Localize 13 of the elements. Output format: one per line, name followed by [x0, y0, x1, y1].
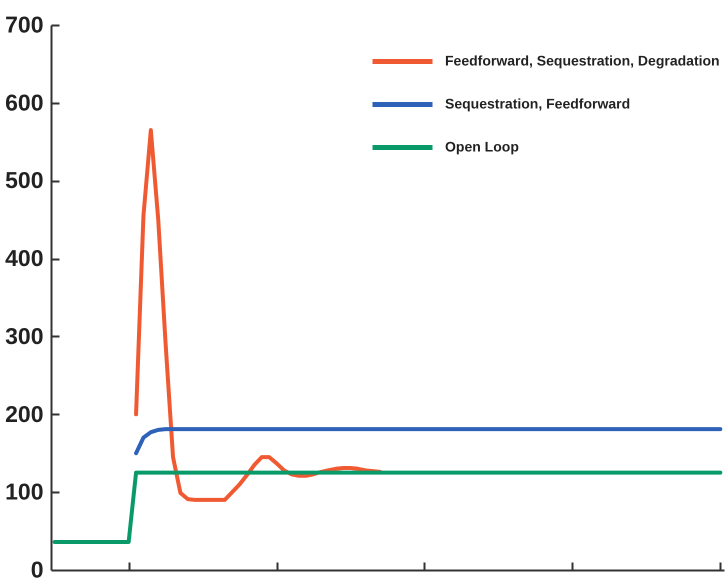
legend-label: Open Loop — [445, 138, 519, 154]
y-tick-label: 400 — [5, 245, 44, 272]
y-tick-label: 0 — [30, 556, 44, 582]
line-series — [134, 427, 722, 456]
line-series — [134, 128, 382, 502]
y-tick-label: 500 — [5, 167, 44, 194]
legend-label: Sequestration, Feedforward — [445, 96, 630, 112]
y-tick-label: 300 — [5, 322, 44, 349]
y-tick-label: 200 — [5, 400, 44, 427]
y-tick-label: 700 — [5, 12, 44, 38]
legend-label: Feedforward, Sequestration, Degradation — [445, 52, 720, 68]
y-tick-label: 100 — [5, 478, 44, 505]
y-tick-label: 600 — [5, 89, 44, 116]
